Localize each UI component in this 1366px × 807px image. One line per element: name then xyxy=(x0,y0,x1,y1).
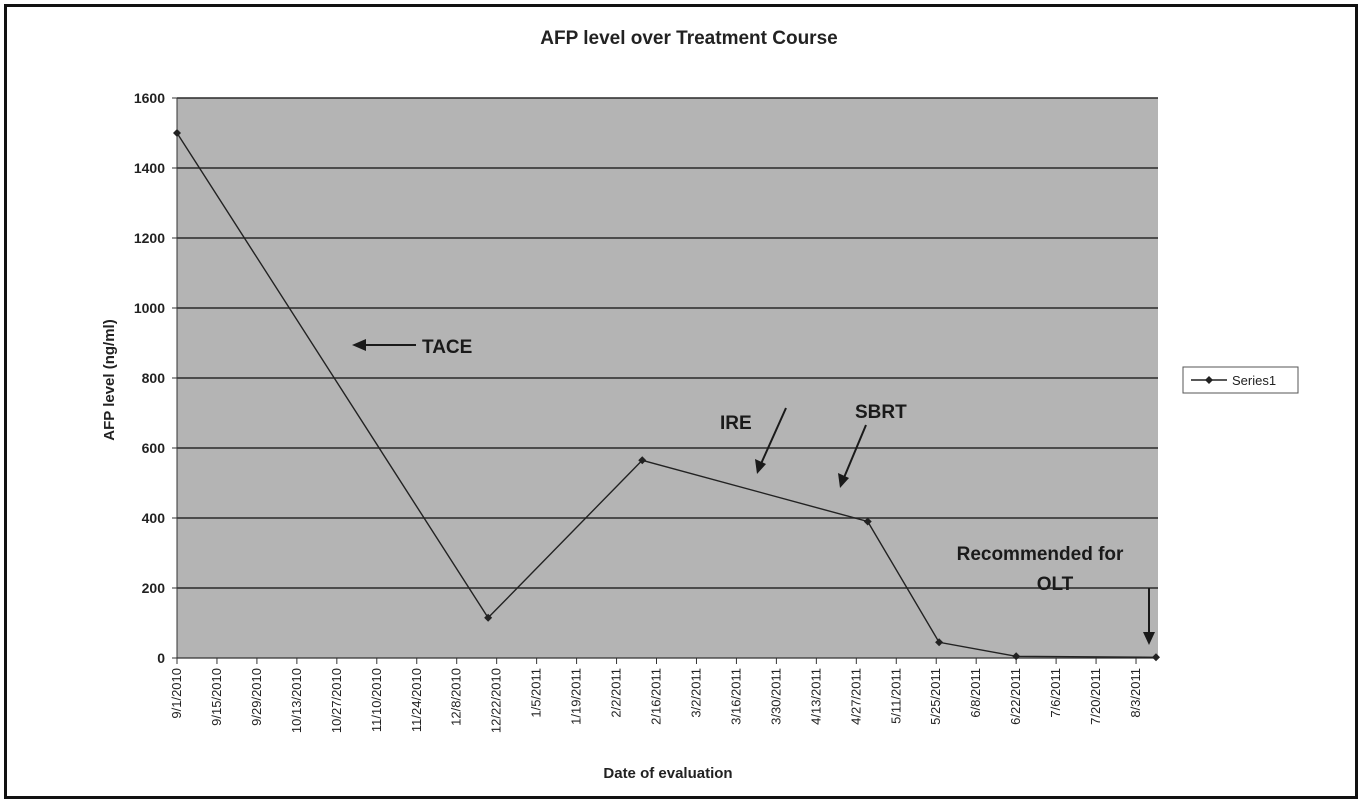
gridlines xyxy=(176,97,1158,659)
y-tick-label: 1200 xyxy=(134,230,165,246)
chart-title: AFP level over Treatment Course xyxy=(540,28,837,49)
x-tick-label: 9/29/2010 xyxy=(249,668,264,726)
x-tick-label: 1/19/2011 xyxy=(569,668,584,725)
y-tick-labels: 0 200 400 600 800 1000 1200 1400 1600 xyxy=(134,90,177,666)
data-point xyxy=(173,129,181,137)
x-tick-label: 4/13/2011 xyxy=(808,668,823,725)
x-tick-label: 2/2/2011 xyxy=(609,668,624,718)
x-tick-label: 3/2/2011 xyxy=(688,668,703,718)
x-tick-label: 6/22/2011 xyxy=(1008,668,1023,725)
y-tick-label: 600 xyxy=(142,440,166,456)
x-tick-label: 4/27/2011 xyxy=(848,668,863,725)
x-tick-label: 3/16/2011 xyxy=(728,668,743,725)
arrowhead-ire xyxy=(755,459,766,474)
y-tick-label: 200 xyxy=(142,580,166,596)
data-point xyxy=(1152,653,1160,662)
data-point xyxy=(638,456,647,465)
y-tick-label: 1400 xyxy=(134,160,165,176)
x-tick-label: 10/13/2010 xyxy=(289,668,304,733)
x-tick-label: 6/8/2011 xyxy=(968,668,983,718)
data-point xyxy=(484,613,493,622)
y-tick-label: 1600 xyxy=(134,90,165,106)
data-point xyxy=(863,517,872,526)
x-tick-label: 7/6/2011 xyxy=(1048,668,1063,718)
x-axis-title: Date of evaluation xyxy=(603,765,732,782)
x-tick-label: 9/1/2010 xyxy=(169,668,184,719)
annotation-ire: IRE xyxy=(720,413,752,434)
y-tick-label: 1000 xyxy=(134,300,165,316)
y-tick-label: 400 xyxy=(142,510,166,526)
x-tick-label: 9/15/2010 xyxy=(209,668,224,726)
y-tick-label: 0 xyxy=(157,650,165,666)
annotation-olt: OLT xyxy=(1037,574,1074,595)
annotation-tace: TACE xyxy=(422,337,472,358)
legend-label-series1: Series1 xyxy=(1232,373,1276,388)
x-tick-label: 7/20/2011 xyxy=(1088,668,1103,725)
x-tick-label: 11/24/2010 xyxy=(409,668,424,732)
x-tick-label: 5/25/2011 xyxy=(928,668,943,725)
x-tick-label: 12/22/2010 xyxy=(489,668,504,733)
x-tick-label: 8/3/2011 xyxy=(1128,668,1143,718)
arrowhead-sbrt xyxy=(838,473,849,488)
x-tick-label: 1/5/2011 xyxy=(529,668,544,718)
x-tick-label: 10/27/2010 xyxy=(329,668,344,733)
data-point xyxy=(935,638,944,647)
series-layer xyxy=(173,129,1160,662)
x-tick-label: 11/10/2010 xyxy=(369,668,384,732)
y-axis-title: AFP level (ng/ml) xyxy=(101,319,118,440)
arrowhead-tace xyxy=(352,339,366,351)
data-point xyxy=(1012,652,1021,661)
arrow-sbrt xyxy=(842,424,867,481)
arrowhead-olt xyxy=(1143,632,1155,645)
x-tick-label: 3/30/2011 xyxy=(768,668,783,725)
y-tick-label: 800 xyxy=(142,370,166,386)
legend: Series1 xyxy=(1182,366,1299,394)
annotation-sbrt: SBRT xyxy=(855,402,907,423)
legend-marker-swatch xyxy=(1205,376,1213,384)
annotation-recommended: Recommended for xyxy=(957,544,1124,565)
x-tick-labels: 9/1/2010 9/15/2010 9/29/2010 10/13/2010 10/2… xyxy=(169,658,1143,733)
annotations: TACE IRE SBRT Recommended for OLT xyxy=(352,337,1155,645)
arrow-ire xyxy=(759,407,787,467)
x-tick-label: 2/16/2011 xyxy=(649,668,664,725)
x-tick-label: 12/8/2010 xyxy=(449,668,464,726)
x-tick-label: 5/11/2011 xyxy=(888,668,903,724)
legend-box xyxy=(1182,366,1299,394)
